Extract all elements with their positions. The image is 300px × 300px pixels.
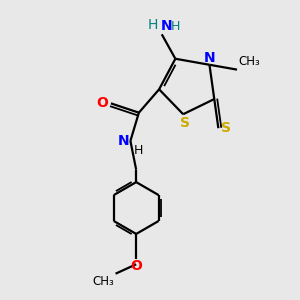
Text: CH₃: CH₃ bbox=[238, 55, 260, 68]
Text: N: N bbox=[204, 51, 215, 65]
Text: N: N bbox=[117, 134, 129, 148]
Text: H: H bbox=[134, 144, 143, 158]
Text: N: N bbox=[161, 19, 173, 33]
Text: H: H bbox=[148, 18, 158, 32]
Text: H: H bbox=[171, 20, 180, 33]
Text: S: S bbox=[221, 121, 231, 135]
Text: CH₃: CH₃ bbox=[92, 275, 114, 288]
Text: S: S bbox=[180, 116, 190, 130]
Text: O: O bbox=[130, 259, 142, 273]
Text: O: O bbox=[96, 96, 108, 110]
